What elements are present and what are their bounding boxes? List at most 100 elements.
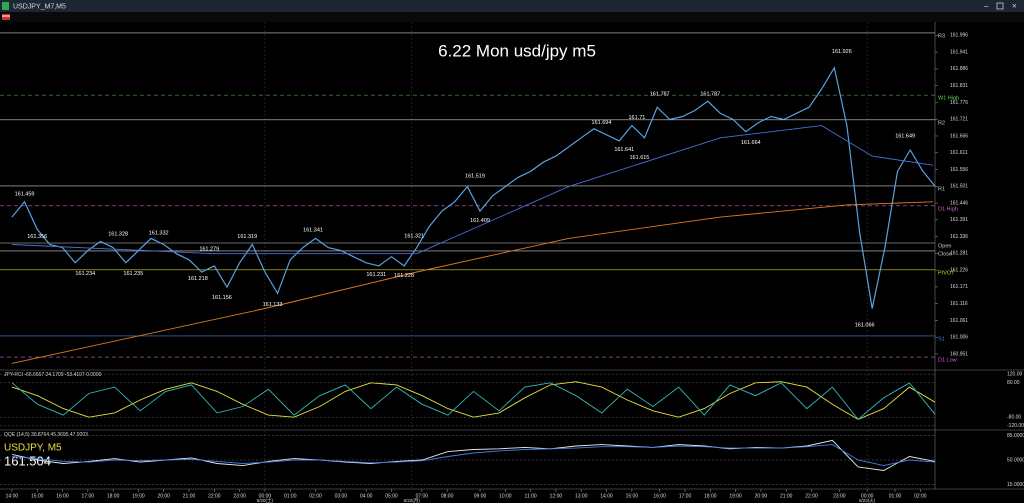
x-tick-label: 01:00 (889, 493, 902, 499)
flag-stripe (2, 15, 10, 17)
price-label: 161.409 (470, 218, 490, 224)
osc-tick-label: 85.0000 (1007, 433, 1024, 439)
rci-line (11, 382, 936, 421)
osc-tick-label: 50.0000 (1007, 457, 1024, 463)
close-button[interactable]: × (1012, 2, 1017, 11)
price-line (11, 66, 936, 309)
level-label: R2 (938, 120, 945, 126)
price-label: 161.235 (123, 271, 143, 277)
x-tick-label: 19:00 (132, 493, 145, 499)
price-label: 161.787 (700, 92, 720, 98)
x-tick-label: 20:00 (755, 493, 768, 499)
x-tick-label: 14:00 (600, 493, 613, 499)
y-tick-label: 161.391 (950, 217, 968, 223)
y-tick-label: 161.996 (950, 33, 968, 39)
level-label: D1 Low (938, 357, 957, 363)
price-label: 161.066 (855, 322, 875, 328)
x-tick-label: 18:00 (107, 493, 120, 499)
y-tick-label: 161.336 (950, 234, 968, 240)
y-tick-label: 160.951 (950, 351, 968, 357)
y-tick-label: 161.776 (950, 100, 968, 106)
x-tick-label: 07:00 (416, 493, 429, 499)
price-label: 161.459 (15, 192, 35, 198)
x-tick-label: 15:00 (626, 493, 639, 499)
price-label: 161.156 (212, 295, 232, 301)
price-label: 161.641 (614, 147, 634, 153)
x-tick-label: 21:00 (183, 493, 196, 499)
price-label: 161.234 (75, 271, 95, 277)
chart-title: 6.22 Mon usd/jpy m5 (438, 41, 596, 60)
x-tick-label: 05:00 (385, 493, 398, 499)
title-bar (0, 0, 1024, 12)
x-tick-label: 21:00 (780, 493, 793, 499)
moving-average (11, 201, 934, 364)
qqe-label: QQE (14,5) 30.8764 45.3695 47.9203 (4, 432, 88, 438)
y-tick-label: 161.941 (950, 49, 968, 55)
x-tick-label: 12:00 (550, 493, 563, 499)
x-tick-label: 14:00 (6, 493, 19, 499)
y-tick-label: 161.446 (950, 200, 968, 206)
price-label: 161.664 (741, 140, 761, 146)
level-label: D1 High (938, 206, 958, 212)
x-tick-label: 18:00 (704, 493, 717, 499)
price-label: 161.519 (465, 173, 485, 179)
x-tick-label: 22:00 (805, 493, 818, 499)
price-label: 161.649 (895, 134, 915, 140)
x-tick-label: 03:00 (335, 493, 348, 499)
price-label: 161.71 (628, 115, 645, 121)
date-tick-label: 6/20(土) (257, 497, 274, 503)
price-label: 161.279 (199, 246, 219, 252)
price-label: 161.694 (592, 120, 612, 126)
window-title: USDJPY_M7,M5 (13, 3, 66, 10)
x-tick-label: 17:00 (679, 493, 692, 499)
date-tick-label: 6/23(火) (859, 498, 876, 503)
price-label: 161.356 (27, 234, 47, 240)
x-tick-label: 20:00 (157, 493, 170, 499)
x-tick-label: 23:00 (233, 493, 246, 499)
x-tick-label: 01:00 (284, 493, 297, 499)
level-label: R3 (938, 33, 945, 39)
maximize-button[interactable] (996, 2, 1004, 10)
minimize-button[interactable]: – (984, 2, 989, 11)
qqe-line (11, 444, 936, 467)
rci-label: JPY-RCI -66.6667 24.1709 -53.4107 0.0000 (4, 372, 102, 378)
x-tick-label: 16:00 (653, 493, 666, 499)
osc-tick-label: 120.00 (1007, 371, 1023, 377)
x-tick-label: 15:00 (31, 493, 44, 499)
x-tick-label: 19:00 (729, 493, 742, 499)
y-tick-label: 161.006 (950, 335, 968, 341)
price-label: 161.328 (108, 231, 128, 237)
flag-icon[interactable] (2, 14, 10, 20)
price-label: 161.218 (188, 276, 208, 282)
price-label: 161.231 (366, 272, 386, 278)
x-tick-label: 10:00 (499, 493, 512, 499)
x-tick-label: 23:00 (833, 493, 846, 499)
y-tick-label: 161.556 (950, 167, 968, 173)
date-tick-label: 6/22(月) (404, 498, 421, 503)
x-tick-label: 22:00 (208, 493, 221, 499)
x-tick-label: 02:00 (914, 493, 927, 499)
osc-tick-label: 80.00 (1007, 380, 1020, 386)
price-label: 161.133 (263, 302, 283, 308)
moving-average (11, 125, 934, 255)
x-tick-label: 00:00 (861, 493, 874, 499)
y-tick-label: 161.886 (950, 66, 968, 72)
level-label: Open (938, 243, 951, 249)
price-label: 161.615 (629, 155, 649, 161)
x-tick-label: 08:00 (441, 493, 454, 499)
app-icon (2, 2, 9, 10)
y-tick-label: 161.831 (950, 83, 968, 89)
level-label: Close (938, 251, 952, 257)
level-label: W1 High (938, 96, 959, 102)
toolbar (0, 12, 1024, 22)
osc-tick-label: -120.00 (1007, 423, 1024, 429)
x-tick-label: 17:00 (82, 493, 95, 499)
osc-tick-label: 15.0000 (1007, 482, 1024, 488)
level-label: PIVOT (938, 270, 955, 276)
y-tick-label: 161.611 (950, 150, 968, 156)
price-label: 161.926 (832, 49, 852, 55)
price-label: 161.319 (237, 234, 257, 240)
y-tick-label: 161.501 (950, 184, 968, 190)
